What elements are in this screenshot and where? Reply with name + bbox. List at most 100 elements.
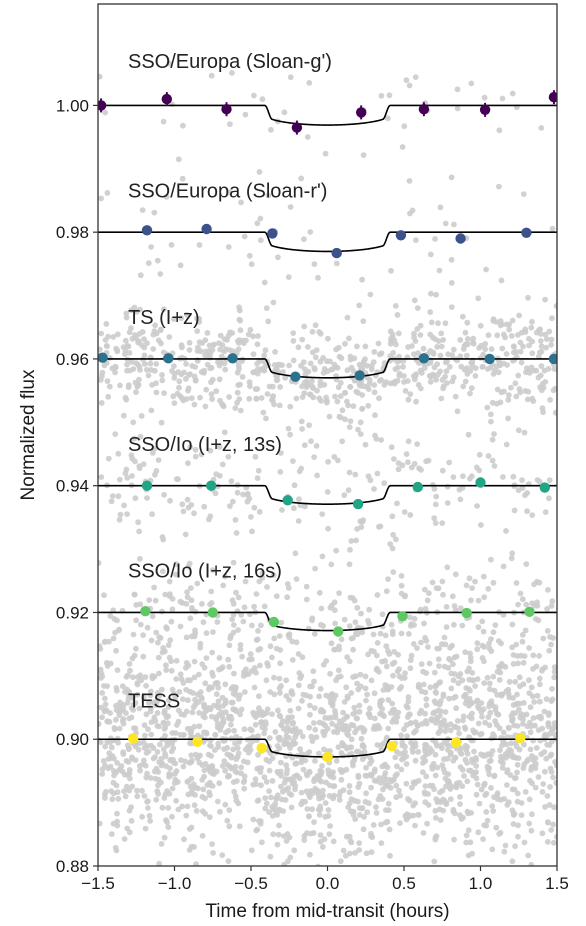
raw-point (180, 763, 187, 770)
raw-point (505, 396, 512, 403)
raw-point (199, 793, 206, 800)
raw-point (162, 750, 168, 757)
raw-point (426, 660, 433, 667)
raw-point (487, 757, 494, 764)
raw-point (287, 727, 294, 733)
raw-point (301, 323, 308, 330)
raw-point (366, 800, 372, 807)
raw-point (186, 760, 193, 766)
raw-point (181, 731, 187, 738)
raw-point (273, 593, 280, 600)
raw-point (231, 670, 237, 677)
raw-point (218, 353, 225, 360)
binned-point (386, 741, 397, 752)
raw-point (140, 632, 147, 638)
raw-point (447, 786, 454, 792)
raw-point (506, 746, 513, 753)
raw-point (323, 692, 330, 699)
raw-point (389, 631, 396, 638)
raw-point (246, 252, 253, 259)
raw-point (336, 643, 342, 650)
raw-point (451, 836, 457, 843)
raw-point (309, 738, 316, 744)
raw-point (333, 547, 340, 554)
raw-point (220, 403, 227, 410)
raw-point (354, 715, 360, 722)
raw-point (175, 369, 182, 375)
raw-point (546, 802, 553, 808)
raw-point (115, 795, 122, 802)
raw-point (425, 457, 432, 464)
raw-point (517, 590, 524, 597)
raw-point (110, 768, 117, 774)
raw-point (469, 710, 475, 717)
binned-points-series-4 (140, 606, 535, 637)
raw-point (207, 365, 214, 372)
raw-point (158, 419, 165, 426)
raw-point (496, 677, 503, 683)
raw-point (161, 491, 168, 498)
raw-point (460, 473, 466, 480)
raw-point (510, 349, 517, 356)
raw-point (438, 330, 445, 337)
raw-point (163, 763, 170, 769)
model-curve-series-4 (98, 611, 557, 632)
raw-point (237, 407, 244, 414)
raw-point (485, 453, 492, 459)
raw-point (226, 823, 233, 830)
raw-point (383, 663, 390, 670)
binned-point (418, 353, 430, 364)
raw-point (335, 744, 342, 750)
raw-point (371, 768, 378, 775)
raw-point (258, 782, 264, 789)
raw-point (485, 714, 492, 720)
raw-point (548, 827, 555, 833)
raw-point (104, 190, 111, 196)
raw-point (133, 645, 139, 652)
raw-point (110, 635, 117, 642)
raw-point (290, 357, 297, 364)
raw-point (482, 792, 488, 798)
raw-point (475, 597, 482, 604)
raw-point (243, 666, 249, 673)
binned-point (207, 607, 218, 618)
binned-point (206, 480, 217, 491)
raw-point (420, 345, 427, 352)
raw-point (272, 729, 279, 735)
raw-point (222, 767, 229, 774)
raw-point (311, 819, 317, 825)
raw-point (130, 892, 136, 898)
raw-point (515, 487, 522, 494)
raw-point (499, 765, 506, 771)
raw-point (185, 697, 191, 704)
raw-point (372, 412, 378, 419)
x-tick-label: 1.0 (469, 874, 493, 893)
raw-point (166, 697, 172, 704)
raw-point (283, 762, 290, 769)
raw-point (530, 665, 536, 672)
raw-point (235, 594, 242, 601)
raw-point (236, 304, 243, 311)
raw-point (530, 715, 537, 721)
raw-point (295, 651, 302, 657)
raw-point (229, 616, 236, 623)
raw-point (317, 685, 324, 692)
raw-point (145, 372, 152, 379)
raw-point (163, 714, 170, 721)
raw-point (395, 651, 401, 658)
raw-point (338, 636, 345, 643)
raw-point (315, 791, 322, 798)
raw-point (499, 910, 505, 916)
raw-point (138, 677, 145, 684)
raw-point (448, 280, 455, 286)
raw-point (391, 456, 397, 462)
raw-point (165, 720, 171, 727)
raw-point (336, 792, 343, 799)
raw-point (544, 741, 551, 748)
raw-point (309, 806, 315, 813)
raw-point (479, 618, 486, 625)
raw-point (245, 744, 251, 750)
raw-point (171, 375, 178, 381)
raw-point (287, 403, 294, 410)
raw-point (525, 388, 532, 395)
